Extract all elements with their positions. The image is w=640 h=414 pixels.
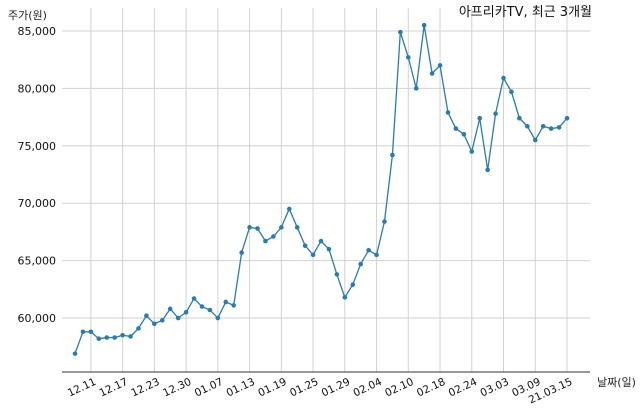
data-point	[271, 234, 276, 239]
y-tick-label: 60,000	[18, 312, 57, 325]
data-point	[350, 282, 356, 288]
data-point	[390, 152, 395, 158]
series-layer	[74, 25, 568, 354]
y-axis-label: 주가(원)	[8, 9, 47, 22]
x-tick-label: 12.17	[98, 376, 130, 400]
data-point	[366, 247, 371, 253]
data-point	[445, 110, 451, 115]
x-tick-labels: 12.11 12.17 12.23 12.30 01.07 01.13 01.19 01.25…	[66, 376, 574, 407]
data-point	[540, 123, 546, 129]
y-tick-labels: 60,000 65,000 70,000 75,000 80,000 85,000	[18, 25, 57, 325]
data-point	[437, 63, 443, 68]
data-point	[461, 132, 467, 137]
x-tick-label: 12.11	[66, 376, 98, 400]
data-point	[263, 238, 268, 244]
data-point	[152, 321, 157, 327]
data-point	[223, 299, 229, 305]
y-tick-label: 65,000	[18, 255, 57, 268]
data-point	[112, 335, 117, 340]
data-point	[294, 225, 300, 230]
data-point	[413, 86, 419, 91]
data-point	[342, 295, 348, 300]
data-point	[310, 252, 316, 258]
data-point	[286, 206, 292, 212]
y-tick-label: 80,000	[18, 82, 57, 95]
x-tick-label: 12.30	[161, 376, 193, 400]
data-point	[485, 167, 490, 173]
y-tick-label: 70,000	[18, 197, 57, 210]
data-point	[128, 334, 133, 339]
data-point	[207, 307, 213, 313]
x-tick-label: 03.03	[478, 376, 510, 400]
data-point	[302, 243, 308, 248]
data-point	[556, 125, 562, 130]
data-point	[318, 238, 324, 244]
data-point	[509, 89, 514, 95]
data-point	[532, 137, 538, 143]
x-tick-label: 01.07	[193, 376, 225, 400]
data-point	[405, 55, 411, 60]
data-point	[358, 261, 363, 267]
y-tick-label: 75,000	[18, 140, 57, 153]
x-axis-label: 날짜(일)	[597, 375, 636, 389]
x-tick-label: 12.23	[129, 376, 161, 400]
data-point	[80, 329, 86, 335]
data-point	[382, 219, 387, 224]
data-point	[326, 246, 332, 252]
data-point	[477, 115, 483, 121]
data-point	[96, 336, 102, 342]
data-point	[136, 326, 141, 331]
x-tick-label: 01.13	[225, 376, 257, 400]
data-point	[175, 315, 181, 321]
data-point	[239, 250, 244, 255]
data-point	[525, 123, 530, 129]
data-point	[374, 252, 379, 258]
grid-layer	[62, 8, 590, 372]
data-point	[421, 22, 427, 28]
data-point	[199, 304, 205, 309]
x-tick-label: 01.19	[256, 376, 288, 400]
data-point	[564, 115, 570, 121]
data-point	[469, 149, 475, 154]
x-tick-label: 02.24	[447, 376, 480, 400]
y-tick-label: 85,000	[18, 25, 57, 38]
data-point	[398, 29, 403, 35]
data-point	[517, 115, 522, 121]
data-point	[191, 296, 197, 301]
data-point	[279, 225, 284, 230]
data-point	[183, 309, 189, 315]
data-point	[215, 315, 221, 321]
data-point	[334, 272, 340, 277]
data-point	[88, 329, 94, 335]
data-point	[493, 111, 498, 116]
data-point	[120, 332, 125, 338]
data-point	[231, 303, 237, 308]
data-point	[429, 71, 435, 76]
series-line	[74, 25, 568, 354]
data-point	[104, 335, 110, 340]
data-point	[159, 318, 165, 323]
x-tick-label: 02.10	[383, 376, 415, 400]
data-point	[548, 126, 554, 131]
x-tick-label: 01.25	[288, 376, 320, 400]
data-point	[255, 226, 260, 231]
data-point	[453, 126, 459, 131]
data-point	[501, 75, 506, 81]
chart-title: 아프리카TV, 최근 3개월	[459, 5, 592, 20]
data-point	[247, 225, 252, 230]
points-layer	[72, 22, 570, 356]
x-tick-label: 01.29	[320, 376, 352, 400]
data-point	[167, 306, 173, 312]
x-tick-label: 02.04	[351, 376, 384, 400]
data-point	[144, 313, 149, 319]
data-point	[72, 351, 78, 356]
x-tick-label: 02.18	[415, 376, 447, 400]
